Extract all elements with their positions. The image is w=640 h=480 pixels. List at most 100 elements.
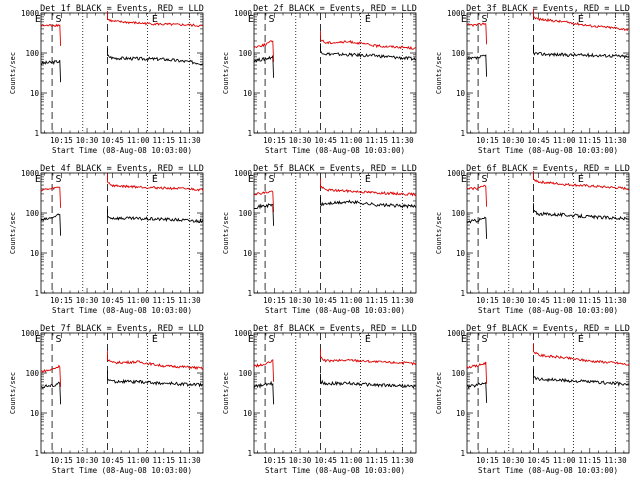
y-tick-label: 10 bbox=[456, 89, 466, 98]
x-axis-label: Start Time (08-Aug-08 10:03:00) bbox=[478, 306, 618, 315]
y-axis-label: Counts/sec bbox=[435, 212, 443, 254]
x-tick-label: 11:15 bbox=[152, 136, 175, 145]
series-line-events bbox=[253, 54, 275, 78]
event-marker-label: E bbox=[365, 334, 371, 345]
series-line-lld bbox=[253, 40, 275, 62]
x-tick-label: 11:00 bbox=[127, 136, 150, 145]
event-marker-label: S bbox=[481, 14, 487, 25]
y-tick-label: 10 bbox=[243, 409, 253, 418]
series-line-lld bbox=[253, 359, 275, 382]
y-tick-label: 10 bbox=[243, 89, 253, 98]
event-marker-label: S bbox=[481, 334, 487, 345]
chart-panel: Det 2f BLACK = Events, RED = LLD 1 10 100 10… bbox=[222, 4, 417, 155]
event-marker-label: E bbox=[365, 14, 371, 25]
x-tick-label: 10:30 bbox=[289, 136, 312, 145]
y-tick-label: 10 bbox=[30, 89, 40, 98]
x-tick-label: 10:15 bbox=[263, 456, 286, 465]
x-tick-label: 10:45 bbox=[101, 456, 124, 465]
y-tick-label: 1000 bbox=[234, 169, 253, 178]
series-line-lld bbox=[320, 348, 417, 366]
series-line-events bbox=[466, 381, 488, 403]
series-line-lld bbox=[107, 11, 204, 28]
y-axis-label: Counts/sec bbox=[222, 212, 230, 254]
chart-title: Det 5f BLACK = Events, RED = LLD bbox=[253, 164, 417, 174]
x-axis-label: Start Time (08-Aug-08 10:03:00) bbox=[52, 306, 192, 315]
y-tick-label: 1000 bbox=[234, 9, 253, 18]
chart-title: Det 9f BLACK = Events, RED = LLD bbox=[466, 324, 630, 334]
x-tick-label: 11:30 bbox=[604, 456, 627, 465]
series-line-events bbox=[40, 381, 62, 405]
x-tick-label: 11:15 bbox=[152, 456, 175, 465]
x-tick-label: 11:15 bbox=[152, 296, 175, 305]
event-marker-label: S bbox=[268, 174, 274, 185]
plot-frame bbox=[40, 172, 204, 294]
y-axis-label: Counts/sec bbox=[222, 52, 230, 94]
x-tick-label: 11:00 bbox=[553, 456, 576, 465]
x-axis-label: Start Time (08-Aug-08 10:03:00) bbox=[265, 466, 405, 475]
x-tick-label: 10:30 bbox=[76, 456, 99, 465]
series-line-events bbox=[533, 203, 630, 221]
event-marker-label: E bbox=[248, 334, 254, 345]
x-tick-label: 11:30 bbox=[391, 456, 414, 465]
chart-panel: Det 5f BLACK = Events, RED = LLD 1 10 100 10… bbox=[222, 164, 417, 315]
series-line-lld bbox=[107, 173, 204, 192]
y-tick-label: 10 bbox=[30, 409, 40, 418]
x-tick-label: 10:30 bbox=[502, 296, 525, 305]
x-tick-label: 11:00 bbox=[127, 296, 150, 305]
x-axis-label: Start Time (08-Aug-08 10:03:00) bbox=[265, 306, 405, 315]
x-tick-label: 10:15 bbox=[50, 136, 73, 145]
series-line-lld bbox=[533, 8, 630, 32]
series-line-events bbox=[320, 196, 417, 209]
y-tick-label: 10 bbox=[456, 409, 466, 418]
series-line-lld bbox=[320, 178, 417, 197]
chart-panel: Det 8f BLACK = Events, RED = LLD 1 10 100 10… bbox=[222, 324, 417, 475]
x-tick-label: 11:30 bbox=[391, 136, 414, 145]
event-marker-label: S bbox=[55, 14, 61, 25]
y-tick-label: 100 bbox=[238, 369, 252, 378]
y-tick-label: 100 bbox=[451, 49, 465, 58]
series-line-events bbox=[320, 43, 417, 61]
plot-frame bbox=[40, 332, 204, 454]
x-tick-label: 10:15 bbox=[476, 456, 499, 465]
event-marker-label: E bbox=[248, 174, 254, 185]
chart-title: Det 1f BLACK = Events, RED = LLD bbox=[40, 4, 204, 14]
y-axis-label: Counts/sec bbox=[9, 52, 17, 94]
series-line-events bbox=[107, 208, 204, 224]
event-marker-label: S bbox=[268, 334, 274, 345]
chart-panel: Det 4f BLACK = Events, RED = LLD 1 10 100 10… bbox=[9, 164, 204, 315]
x-tick-label: 11:00 bbox=[340, 296, 363, 305]
plot-frame bbox=[253, 332, 417, 454]
x-tick-label: 10:45 bbox=[101, 136, 124, 145]
event-marker-label: E bbox=[578, 14, 584, 25]
plot-frame bbox=[253, 172, 417, 294]
y-tick-label: 1 bbox=[247, 289, 252, 298]
y-tick-label: 1000 bbox=[447, 329, 466, 338]
y-tick-label: 10 bbox=[243, 249, 253, 258]
series-line-lld bbox=[107, 351, 204, 371]
plot-frame bbox=[466, 332, 630, 454]
chart-title: Det 3f BLACK = Events, RED = LLD bbox=[466, 4, 630, 14]
plot-frame bbox=[40, 12, 204, 134]
series-line-lld bbox=[466, 184, 488, 207]
y-axis-label: Counts/sec bbox=[435, 372, 443, 414]
event-marker-label: E bbox=[35, 14, 41, 25]
event-marker-label: S bbox=[55, 174, 61, 185]
chart-title: Det 2f BLACK = Events, RED = LLD bbox=[253, 4, 417, 14]
y-tick-label: 100 bbox=[25, 369, 39, 378]
y-tick-label: 1 bbox=[34, 289, 39, 298]
x-axis-label: Start Time (08-Aug-08 10:03:00) bbox=[265, 146, 405, 155]
series-line-lld bbox=[320, 31, 417, 50]
x-axis-label: Start Time (08-Aug-08 10:03:00) bbox=[52, 146, 192, 155]
y-tick-label: 100 bbox=[451, 369, 465, 378]
x-tick-label: 10:30 bbox=[289, 296, 312, 305]
event-marker-label: E bbox=[461, 334, 467, 345]
y-tick-label: 1000 bbox=[447, 169, 466, 178]
y-tick-label: 1000 bbox=[447, 9, 466, 18]
x-tick-label: 11:00 bbox=[340, 456, 363, 465]
event-marker-label: E bbox=[461, 174, 467, 185]
series-line-lld bbox=[40, 23, 62, 47]
event-marker-label: S bbox=[268, 14, 274, 25]
series-line-events bbox=[107, 47, 204, 65]
event-marker-label: S bbox=[481, 174, 487, 185]
x-tick-label: 10:15 bbox=[476, 136, 499, 145]
